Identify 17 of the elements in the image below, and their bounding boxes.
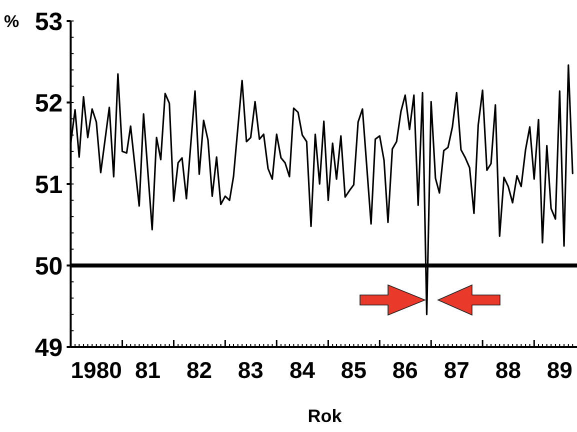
x-tick-label: 1980 — [70, 357, 122, 383]
y-tick-label: 51 — [34, 171, 63, 199]
y-tick-label: 50 — [34, 252, 63, 280]
x-tick-label: 82 — [186, 357, 212, 383]
x-tick-label: 88 — [495, 357, 522, 383]
x-tick-label: 89 — [546, 357, 572, 383]
y-tick-label: 49 — [34, 334, 63, 362]
x-tick-label: 85 — [340, 357, 367, 383]
y-tick-label: 53 — [34, 8, 63, 36]
y-axis-title: % — [4, 12, 20, 32]
y-tick-label: 52 — [34, 90, 63, 118]
x-tick-label: 81 — [135, 357, 161, 383]
x-tick-label: 87 — [444, 357, 470, 383]
x-tick-label: 83 — [238, 357, 264, 383]
x-tick-label: 84 — [289, 357, 316, 383]
x-axis-title: Rok — [308, 406, 343, 426]
x-tick-label: 86 — [392, 357, 418, 383]
